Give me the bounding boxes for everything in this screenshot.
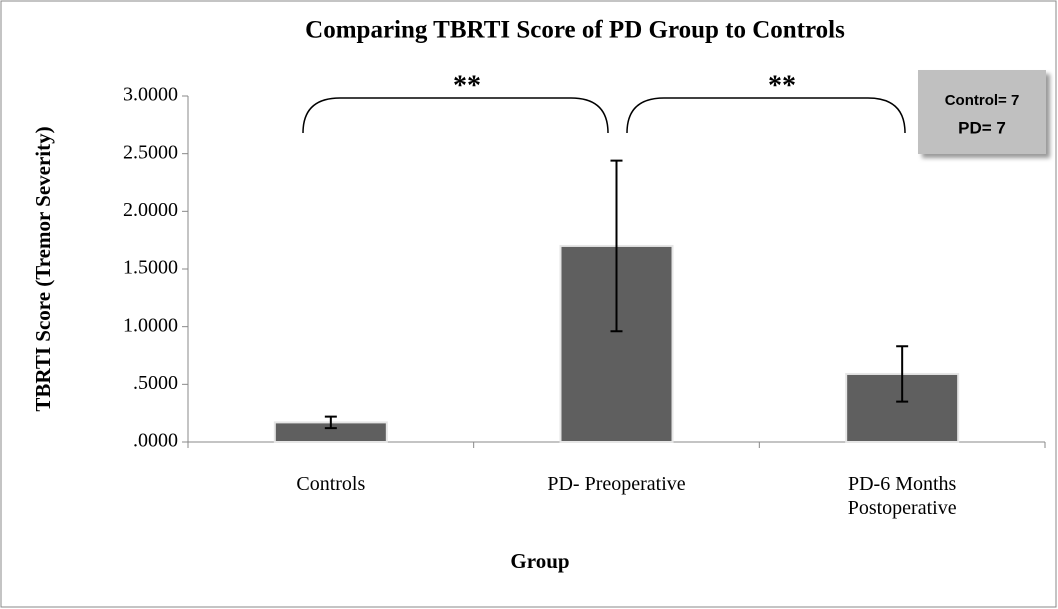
- significance-label: **: [453, 70, 481, 101]
- error-bar: [896, 345, 909, 403]
- y-tick-label: 1.0000: [123, 314, 178, 336]
- note-box: [918, 70, 1046, 154]
- x-tick-label: PD-6 Months Postoperative: [847, 473, 957, 519]
- note-line: Control= 7: [945, 92, 1020, 109]
- x-tick-label: PD- Preoperative: [547, 473, 686, 495]
- chart-title: Comparing TBRTI Score of PD Group to Con…: [305, 17, 845, 44]
- x-axis-label: Group: [510, 549, 569, 573]
- significance-label: **: [768, 70, 796, 101]
- y-tick-label: .0000: [133, 430, 178, 452]
- error-bar: [324, 415, 337, 430]
- y-tick-label: 1.5000: [123, 257, 178, 279]
- x-tick-label: Controls: [296, 473, 366, 495]
- error-bar: [610, 159, 623, 333]
- y-tick-label: 2.5000: [123, 141, 178, 163]
- y-tick-label: .5000: [133, 372, 178, 394]
- y-axis-label: TBRTI Score (Tremor Severity): [31, 126, 55, 411]
- note-line: PD= 7: [958, 118, 1006, 137]
- y-tick-label: 3.0000: [123, 84, 178, 106]
- y-tick-label: 2.0000: [123, 199, 178, 221]
- bracket: [302, 97, 609, 134]
- bracket: [626, 97, 906, 134]
